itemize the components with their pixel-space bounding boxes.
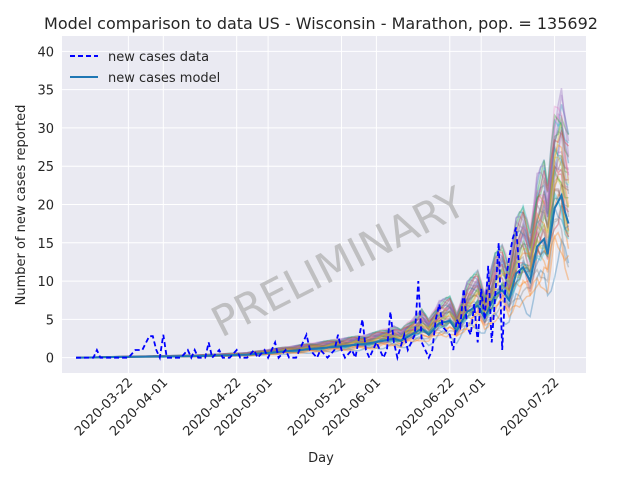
y-tick-label: 20 [37,199,54,214]
legend-label: new cases data [108,50,209,65]
y-tick-label: 5 [46,313,54,328]
chart-title: Model comparison to data US - Wisconsin … [44,14,598,33]
legend: new cases data new cases model [70,50,220,86]
legend-label: new cases model [108,71,220,86]
y-tick-label: 10 [37,275,54,290]
y-tick-label: 40 [37,45,54,60]
model-series-line [75,192,570,359]
y-tick-label: 0 [46,352,54,367]
y-axis-label: Number of new cases reported [14,105,29,306]
data-series-line [76,227,521,362]
y-tick-label: 15 [37,237,54,252]
y-tick-label: 35 [37,84,54,99]
y-tick-label: 25 [37,160,54,175]
x-axis-label: Day [308,451,334,466]
x-tick-label: 2020-07-22 [498,375,562,439]
y-tick-label: 30 [37,122,54,137]
